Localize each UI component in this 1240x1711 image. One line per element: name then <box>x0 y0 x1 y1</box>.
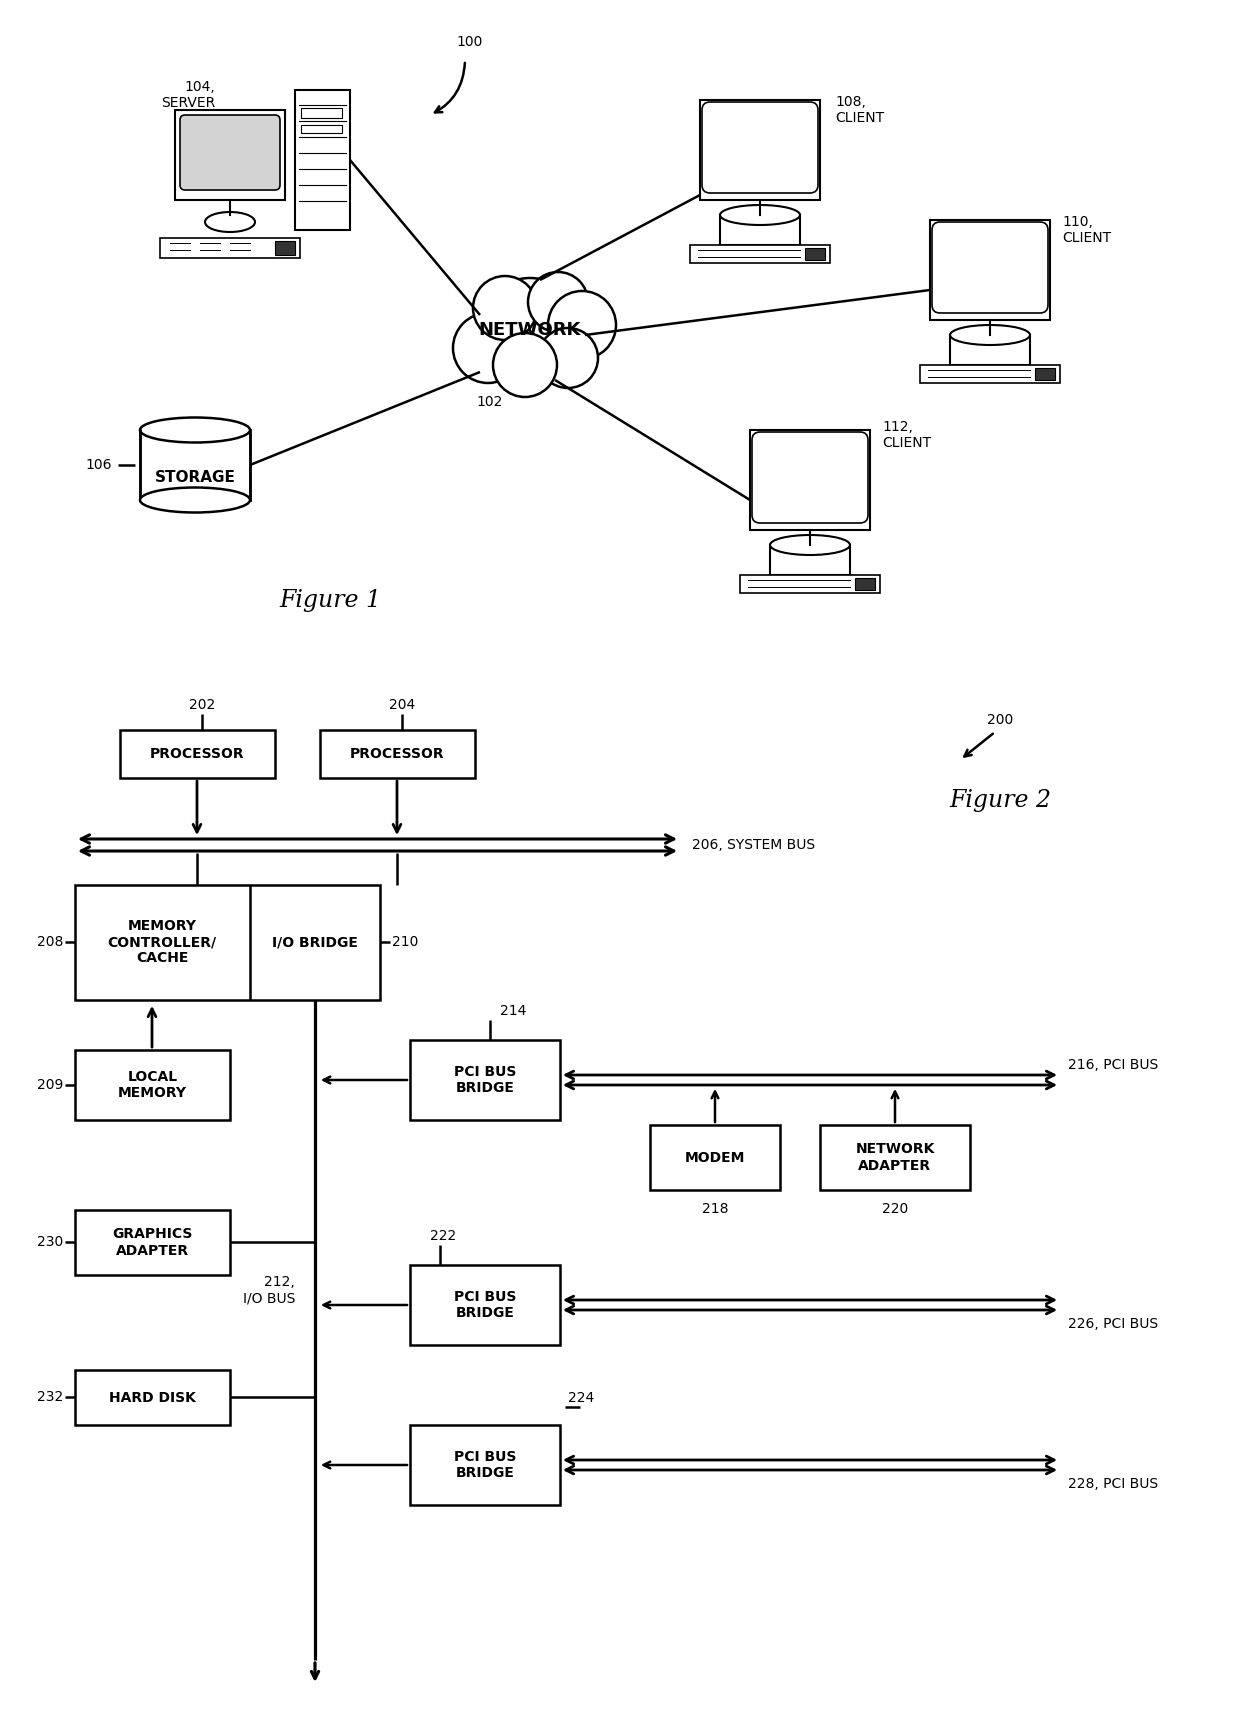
Bar <box>301 125 342 133</box>
Bar <box>74 1051 229 1121</box>
Bar <box>805 248 825 260</box>
FancyBboxPatch shape <box>702 103 818 193</box>
Circle shape <box>494 334 557 397</box>
Circle shape <box>453 313 523 383</box>
Text: 226, PCI BUS: 226, PCI BUS <box>1068 1317 1158 1331</box>
Text: 212,
I/O BUS: 212, I/O BUS <box>243 1275 295 1305</box>
Bar <box>770 546 849 575</box>
Ellipse shape <box>950 325 1030 346</box>
Text: 102: 102 <box>477 395 503 409</box>
Text: 200: 200 <box>987 713 1013 727</box>
Bar <box>950 335 1030 364</box>
Text: MODEM: MODEM <box>684 1150 745 1165</box>
Bar <box>410 1264 560 1345</box>
Text: 209: 209 <box>37 1078 63 1092</box>
Ellipse shape <box>720 205 800 226</box>
Text: I/O BRIDGE: I/O BRIDGE <box>272 934 358 950</box>
Bar <box>74 1210 229 1275</box>
Bar <box>160 238 300 258</box>
Bar <box>820 1126 970 1189</box>
Text: NETWORK
ADAPTER: NETWORK ADAPTER <box>856 1143 935 1172</box>
Bar <box>750 429 870 530</box>
Bar <box>689 245 830 263</box>
Text: 108,
CLIENT: 108, CLIENT <box>835 96 884 125</box>
Text: 222: 222 <box>430 1228 456 1242</box>
Text: PCI BUS
BRIDGE: PCI BUS BRIDGE <box>454 1064 516 1095</box>
Text: 230: 230 <box>37 1235 63 1249</box>
Text: 228, PCI BUS: 228, PCI BUS <box>1068 1477 1158 1490</box>
Bar <box>140 429 250 500</box>
Text: 202: 202 <box>188 698 215 712</box>
Text: GRAPHICS
ADAPTER: GRAPHICS ADAPTER <box>113 1227 192 1258</box>
Text: 112,
CLIENT: 112, CLIENT <box>882 419 931 450</box>
Ellipse shape <box>140 417 250 443</box>
Text: Figure 2: Figure 2 <box>949 789 1052 811</box>
Text: 210: 210 <box>392 934 418 950</box>
Text: 206, SYSTEM BUS: 206, SYSTEM BUS <box>692 838 815 852</box>
Text: STORAGE: STORAGE <box>155 469 236 484</box>
Text: 224: 224 <box>568 1391 594 1405</box>
Text: NETWORK: NETWORK <box>479 322 582 339</box>
Text: PCI BUS
BRIDGE: PCI BUS BRIDGE <box>454 1449 516 1480</box>
Circle shape <box>472 275 537 340</box>
Bar <box>74 1371 229 1425</box>
Text: HARD DISK: HARD DISK <box>109 1391 196 1405</box>
Text: 214: 214 <box>500 1004 526 1018</box>
Bar <box>175 110 285 200</box>
Bar <box>650 1126 780 1189</box>
Text: 204: 204 <box>389 698 415 712</box>
Bar <box>720 216 800 245</box>
Text: PCI BUS
BRIDGE: PCI BUS BRIDGE <box>454 1290 516 1321</box>
Text: Figure 1: Figure 1 <box>279 589 381 611</box>
Text: LOCAL
MEMORY: LOCAL MEMORY <box>118 1069 187 1100</box>
Bar <box>1035 368 1055 380</box>
Circle shape <box>538 329 598 388</box>
Ellipse shape <box>205 212 255 233</box>
Ellipse shape <box>770 536 849 554</box>
FancyBboxPatch shape <box>751 431 868 524</box>
Bar <box>320 731 475 779</box>
Text: PROCESSOR: PROCESSOR <box>350 748 445 761</box>
Text: MEMORY
CONTROLLER/
CACHE: MEMORY CONTROLLER/ CACHE <box>108 919 217 965</box>
Bar <box>295 91 350 229</box>
FancyBboxPatch shape <box>180 115 280 190</box>
Circle shape <box>528 272 588 332</box>
Circle shape <box>548 291 616 359</box>
Text: 220: 220 <box>882 1203 908 1217</box>
Bar <box>275 241 295 255</box>
Bar <box>120 731 275 779</box>
Bar <box>410 1040 560 1121</box>
Bar <box>856 578 875 590</box>
Circle shape <box>477 277 582 382</box>
Text: 208: 208 <box>37 934 63 950</box>
Bar <box>930 221 1050 320</box>
Text: 106: 106 <box>86 459 112 472</box>
Bar <box>701 99 820 200</box>
Bar <box>740 575 880 594</box>
Text: 218: 218 <box>702 1203 728 1217</box>
Text: 110,
CLIENT: 110, CLIENT <box>1061 216 1111 245</box>
Bar <box>301 108 342 118</box>
Bar <box>410 1425 560 1506</box>
Bar <box>74 885 379 999</box>
FancyBboxPatch shape <box>932 222 1048 313</box>
Text: 100: 100 <box>456 34 484 50</box>
Bar <box>920 364 1060 383</box>
Text: PROCESSOR: PROCESSOR <box>150 748 244 761</box>
Text: 216, PCI BUS: 216, PCI BUS <box>1068 1057 1158 1073</box>
Text: 232: 232 <box>37 1389 63 1405</box>
Text: 104,
SERVER: 104, SERVER <box>161 80 215 110</box>
Ellipse shape <box>140 488 250 513</box>
